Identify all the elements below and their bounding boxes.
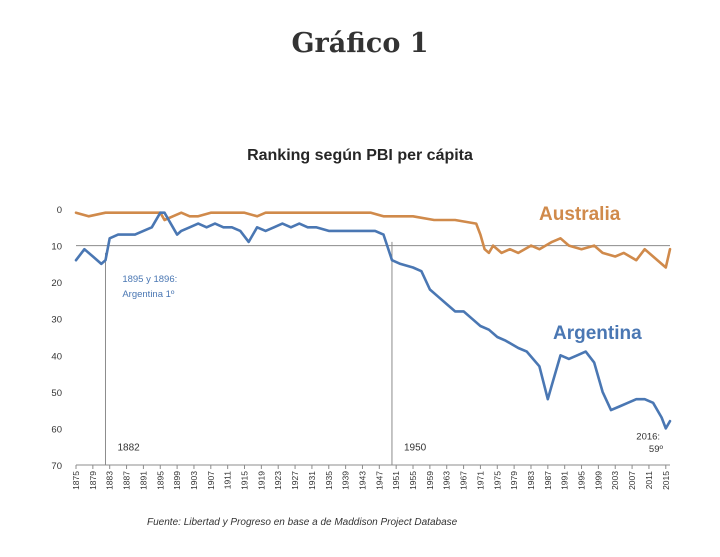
- x-tick-label: 1979: [509, 471, 519, 490]
- x-tick-label: 1927: [290, 471, 300, 490]
- x-tick-label: 1939: [341, 471, 351, 490]
- y-tick-label: 10: [51, 242, 62, 253]
- x-tick-label: 1987: [543, 471, 553, 490]
- series-line-argentina: [74, 211, 672, 430]
- series-line-australia: [74, 211, 672, 269]
- x-tick-label: 1891: [138, 471, 148, 490]
- x-tick-label: 1971: [475, 471, 485, 490]
- x-tick-label: 1947: [374, 471, 384, 490]
- x-tick-label: 2011: [644, 471, 654, 490]
- y-tick-label: 40: [51, 351, 62, 362]
- page-title: Gráfico 1: [291, 28, 429, 59]
- x-tick-label: 1963: [442, 471, 452, 490]
- source-note: Fuente: Libertad y Progreso en base a de…: [147, 517, 458, 528]
- x-tick-label: 1887: [122, 471, 132, 490]
- x-tick-label: 1975: [492, 471, 502, 490]
- x-tick-label: 1915: [240, 471, 250, 490]
- labels-layer: 1882 1950 1895 y 1896: Argentina 1º 2016: 59º…: [117, 204, 663, 455]
- x-tick-label: 1959: [425, 471, 435, 490]
- series-label-argentina: Argentina: [553, 323, 642, 344]
- y-tick-label: 30: [51, 315, 62, 326]
- vertical-line-label-1882: 1882: [117, 442, 140, 453]
- y-tick-label: 20: [51, 278, 62, 289]
- x-tick-label: 1951: [391, 471, 401, 490]
- x-tick-label: 2015: [661, 471, 671, 490]
- y-tick-label: 70: [51, 461, 62, 472]
- x-tick-label: 1919: [256, 471, 266, 490]
- x-tick-label: 1999: [593, 471, 603, 490]
- y-tick-label: 50: [51, 388, 62, 399]
- x-tick-label: 1907: [206, 471, 216, 490]
- x-tick-label: 1883: [105, 471, 115, 490]
- series-label-australia: Australia: [539, 204, 621, 225]
- x-tick-label: 1955: [408, 471, 418, 490]
- x-tick-label: 1935: [324, 471, 334, 490]
- y-tick-label: 0: [57, 205, 62, 216]
- x-tick-label: 1879: [88, 471, 98, 490]
- x-tick-label: 2003: [610, 471, 620, 490]
- annotation-label: 59º: [649, 444, 664, 455]
- x-tick-label: 1991: [560, 471, 570, 490]
- x-tick-label: 1995: [577, 471, 587, 490]
- x-tick-label: 1903: [189, 471, 199, 490]
- x-tick-label: 1931: [307, 471, 317, 490]
- axes-layer: 0 10 20 30 40 50 60 70 1875 1879 1883 1887 1891 1895 1…: [51, 205, 670, 490]
- annotation-label: 1895 y 1896:: [122, 274, 177, 285]
- annotation-label: 2016:: [636, 431, 660, 442]
- y-tick-label: 60: [51, 424, 62, 435]
- x-tick-label: 1923: [273, 471, 283, 490]
- x-tick-label: 1967: [459, 471, 469, 490]
- x-tick-label: 1983: [526, 471, 536, 490]
- chart-title: Ranking según PBI per cápita: [247, 147, 473, 164]
- annotation-label: Argentina 1º: [122, 289, 175, 300]
- vertical-line-label-1950: 1950: [404, 442, 427, 453]
- series-layer: [74, 211, 672, 430]
- x-tick-label: 1943: [357, 471, 367, 490]
- x-tick-label: 1899: [172, 471, 182, 490]
- x-tick-label: 1895: [155, 471, 165, 490]
- x-tick-label: 2007: [627, 471, 637, 490]
- x-tick-label: 1911: [223, 471, 233, 490]
- x-tick-label: 1875: [71, 471, 81, 490]
